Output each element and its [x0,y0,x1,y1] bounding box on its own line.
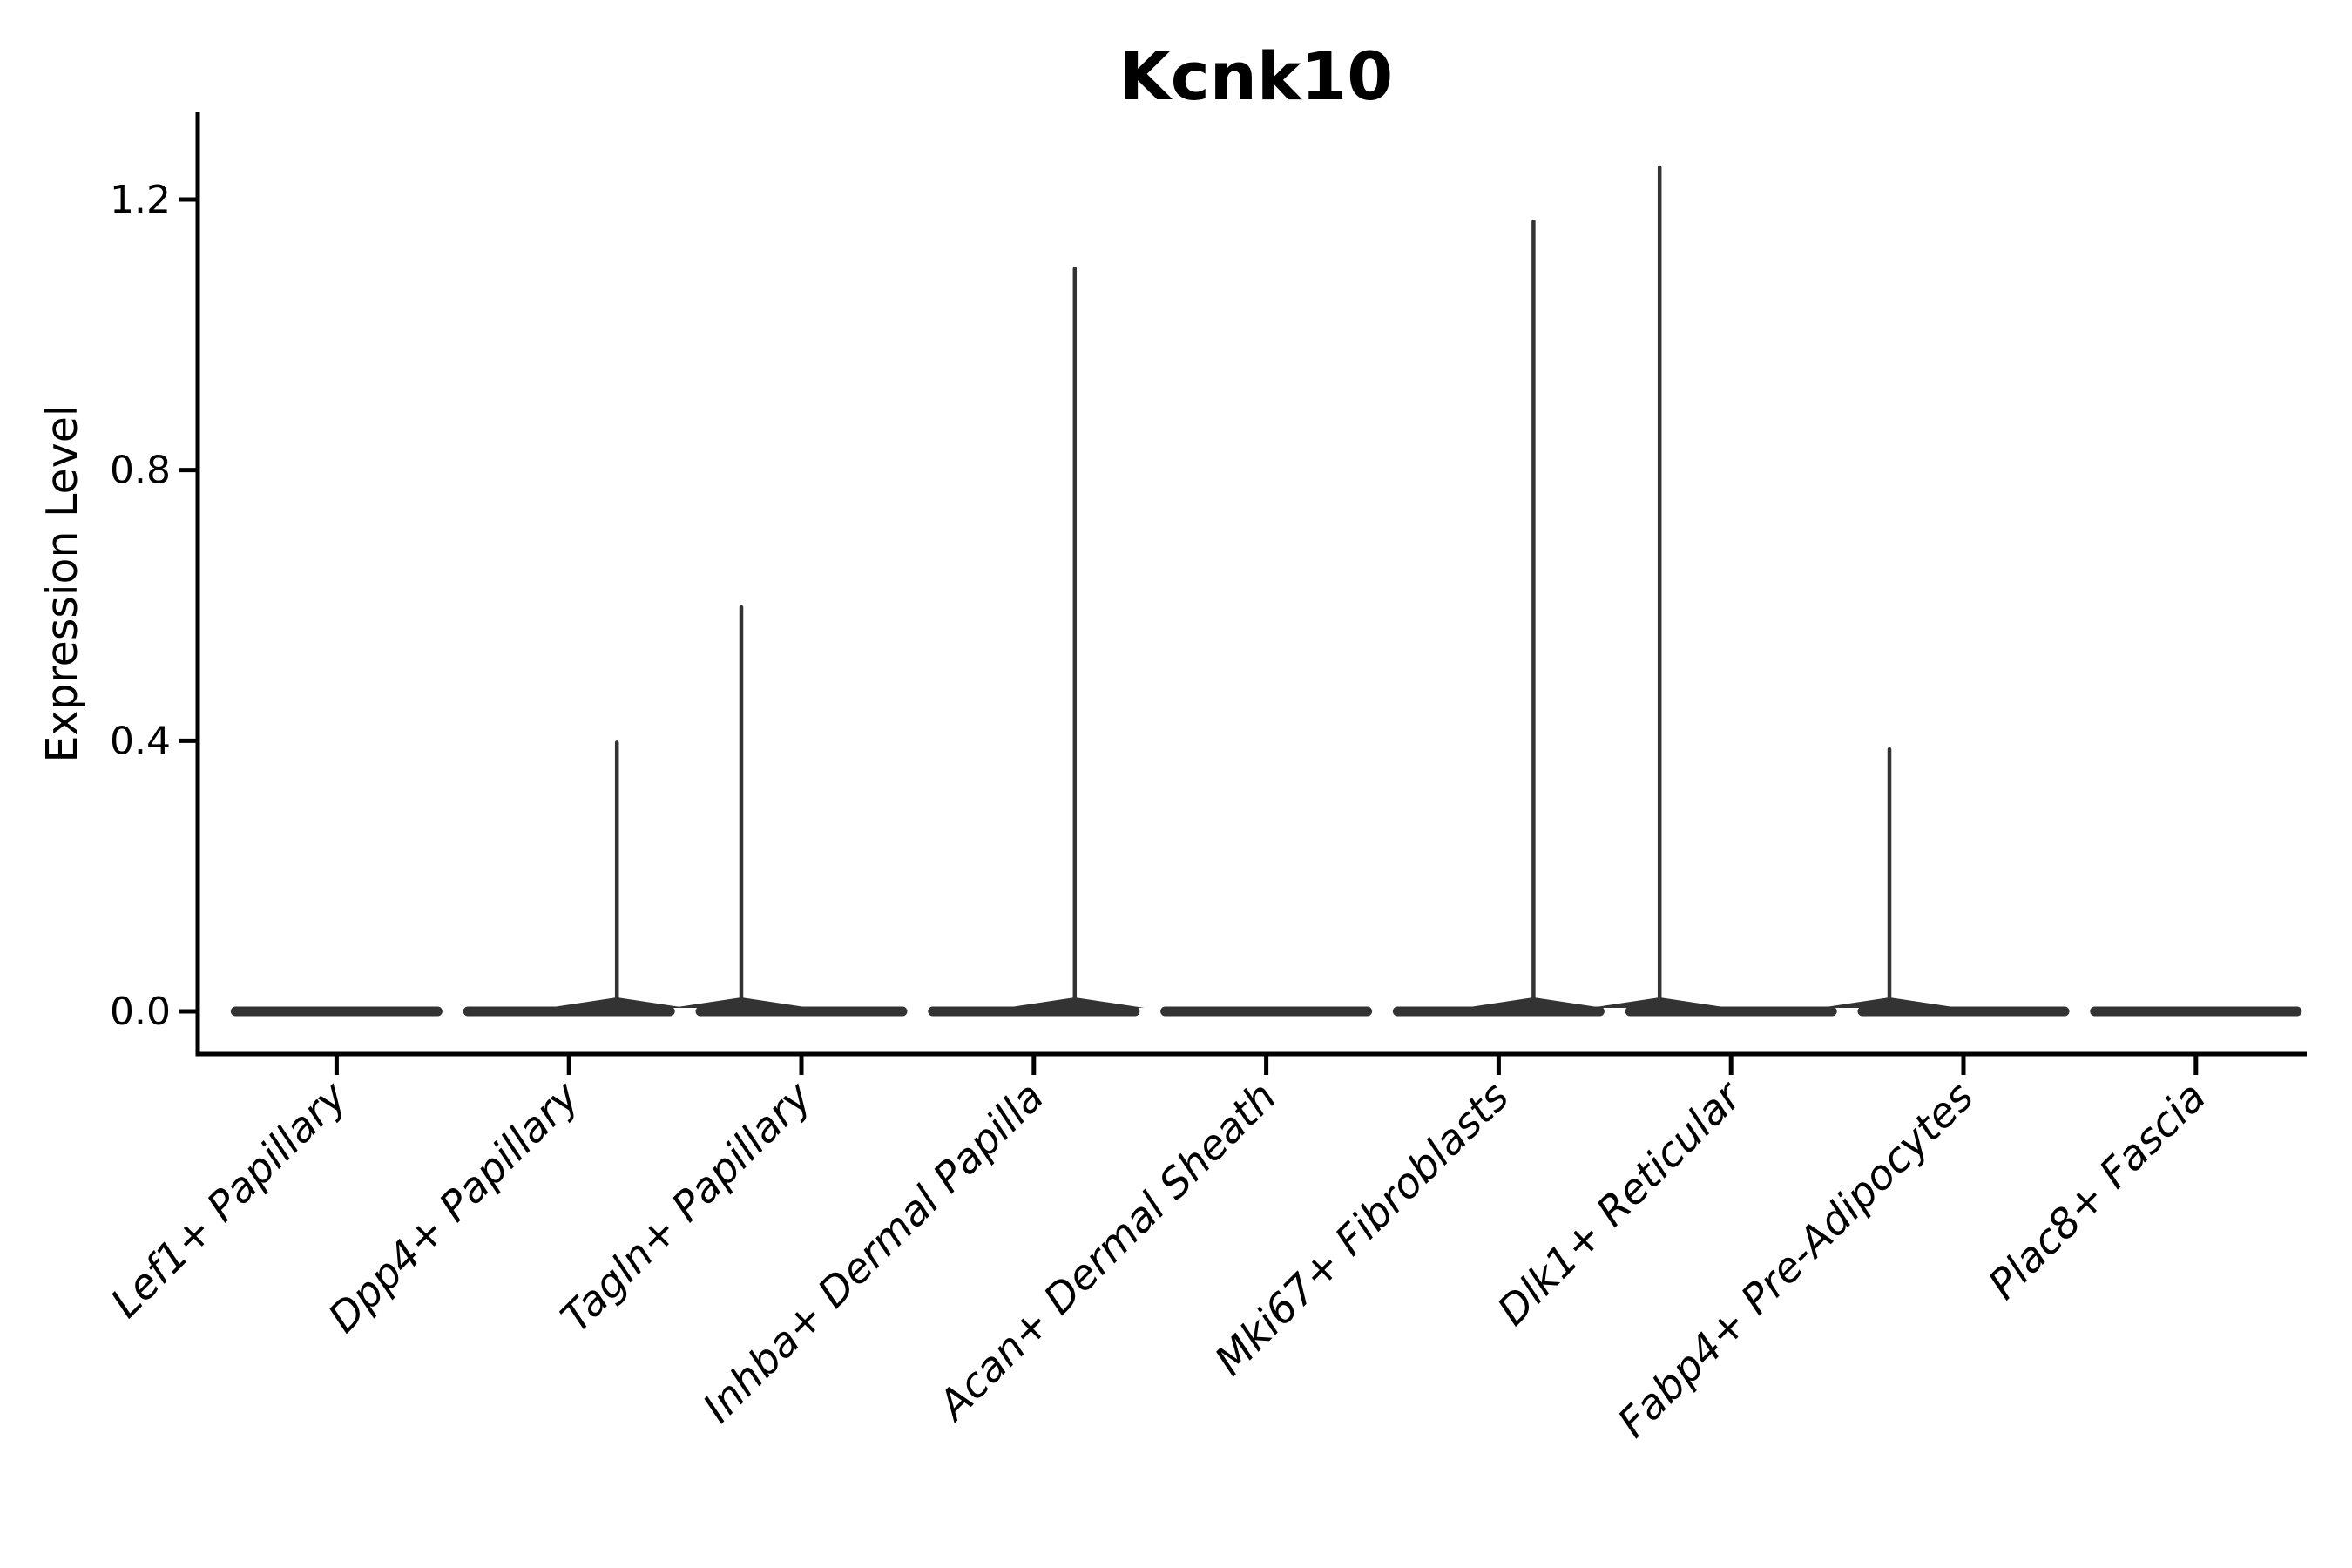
y-tick-label: 0.0 [110,990,171,1034]
x-tick-label: Tagln+ Papillary [552,1072,822,1342]
violin-layer [230,165,2302,1017]
y-tick-label: 0.4 [110,719,171,763]
y-axis-title: Expression Level [37,405,87,763]
x-tick-label: Dpp4+ Papillary [320,1072,590,1342]
chart-title: Kcnk10 [1119,37,1393,115]
y-tick-label: 1.2 [110,178,171,222]
y-tick-label: 0.8 [110,449,171,493]
x-tick-label: Lef1+ Papillary [102,1072,357,1328]
x-tick-label: Plac8+ Fascia [1979,1073,2215,1309]
x-tick-label: Dlk1+ Reticular [1489,1071,1753,1335]
